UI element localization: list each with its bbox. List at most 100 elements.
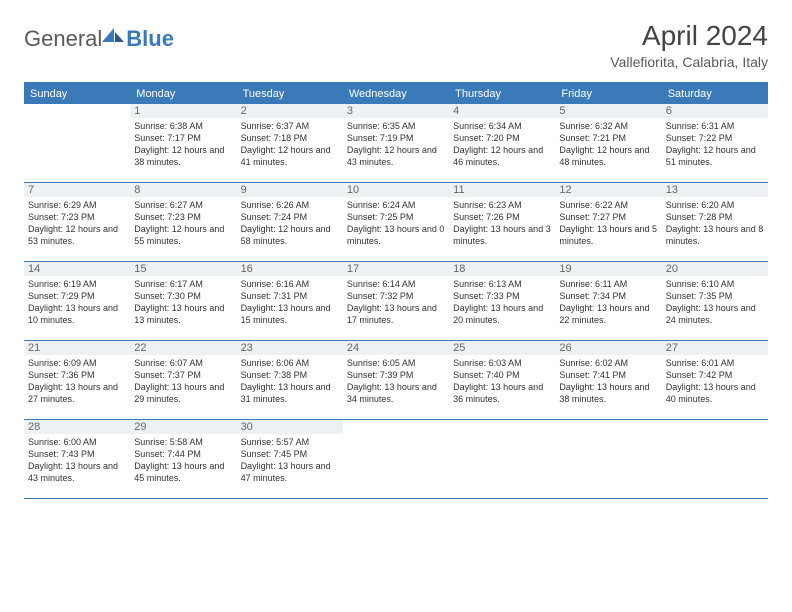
day-info: Sunrise: 6:13 AMSunset: 7:33 PMDaylight:… — [453, 278, 551, 327]
day-info: Sunrise: 6:02 AMSunset: 7:41 PMDaylight:… — [559, 357, 657, 406]
day-cell — [24, 104, 130, 182]
day-cell: 4 Sunrise: 6:34 AMSunset: 7:20 PMDaylight… — [449, 104, 555, 182]
day-cell: 21Sunrise: 6:09 AMSunset: 7:36 PMDayligh… — [24, 341, 130, 419]
logo-text-blue: Blue — [126, 26, 174, 52]
weeks-container: 1 Sunrise: 6:38 AMSunset: 7:17 PMDaylight… — [24, 104, 768, 499]
day-cell: 19 Sunrise: 6:11 AMSunset: 7:34 PMDayligh… — [555, 262, 661, 340]
day-number: 16 — [237, 262, 343, 276]
day-info: Sunrise: 6:35 AMSunset: 7:19 PMDaylight:… — [347, 120, 445, 169]
day-cell: 29 Sunrise: 5:58 AMSunset: 7:44 PMDayligh… — [130, 420, 236, 498]
day-header-sunday: Sunday — [24, 84, 130, 104]
day-cell: 28 Sunrise: 6:00 AMSunset: 7:43 PMDayligh… — [24, 420, 130, 498]
day-cell: 15 Sunrise: 6:17 AMSunset: 7:30 PMDayligh… — [130, 262, 236, 340]
day-cell — [662, 420, 768, 498]
day-info: Sunrise: 6:11 AMSunset: 7:34 PMDaylight:… — [559, 278, 657, 327]
day-number: 15 — [130, 262, 236, 276]
week-row: 7 Sunrise: 6:29 AMSunset: 7:23 PMDaylight… — [24, 183, 768, 262]
location: Vallefiorita, Calabria, Italy — [610, 54, 768, 70]
day-cell: 3 Sunrise: 6:35 AMSunset: 7:19 PMDaylight… — [343, 104, 449, 182]
day-number: 28 — [24, 420, 130, 434]
day-info: Sunrise: 6:14 AMSunset: 7:32 PMDaylight:… — [347, 278, 445, 327]
day-cell: 1 Sunrise: 6:38 AMSunset: 7:17 PMDaylight… — [130, 104, 236, 182]
day-number: 19 — [555, 262, 661, 276]
day-info: Sunrise: 6:31 AMSunset: 7:22 PMDaylight:… — [666, 120, 764, 169]
logo-text-general: General — [24, 26, 102, 52]
day-number: 11 — [449, 183, 555, 197]
title-block: April 2024 Vallefiorita, Calabria, Italy — [610, 20, 768, 70]
day-info: Sunrise: 6:32 AMSunset: 7:21 PMDaylight:… — [559, 120, 657, 169]
day-info: Sunrise: 5:58 AMSunset: 7:44 PMDaylight:… — [134, 436, 232, 485]
day-info: Sunrise: 6:01 AMSunset: 7:42 PMDaylight:… — [666, 357, 764, 406]
day-info: Sunrise: 6:34 AMSunset: 7:20 PMDaylight:… — [453, 120, 551, 169]
day-info: Sunrise: 6:05 AMSunset: 7:39 PMDaylight:… — [347, 357, 445, 406]
day-number: 25 — [449, 341, 555, 355]
day-number: 7 — [24, 183, 130, 197]
day-number: 18 — [449, 262, 555, 276]
day-number: 24 — [343, 341, 449, 355]
day-number: 23 — [237, 341, 343, 355]
day-info: Sunrise: 6:03 AMSunset: 7:40 PMDaylight:… — [453, 357, 551, 406]
day-number: 17 — [343, 262, 449, 276]
day-info: Sunrise: 6:17 AMSunset: 7:30 PMDaylight:… — [134, 278, 232, 327]
day-cell: 23 Sunrise: 6:06 AMSunset: 7:38 PMDayligh… — [237, 341, 343, 419]
day-header-saturday: Saturday — [662, 84, 768, 104]
day-info: Sunrise: 5:57 AMSunset: 7:45 PMDaylight:… — [241, 436, 339, 485]
day-info: Sunrise: 6:29 AMSunset: 7:23 PMDaylight:… — [28, 199, 126, 248]
day-header-wednesday: Wednesday — [343, 84, 449, 104]
day-cell: 7 Sunrise: 6:29 AMSunset: 7:23 PMDaylight… — [24, 183, 130, 261]
day-cell: 2 Sunrise: 6:37 AMSunset: 7:18 PMDaylight… — [237, 104, 343, 182]
day-cell: 14 Sunrise: 6:19 AMSunset: 7:29 PMDayligh… — [24, 262, 130, 340]
day-number: 22 — [130, 341, 236, 355]
day-number: 2 — [237, 104, 343, 118]
day-header-tuesday: Tuesday — [237, 84, 343, 104]
day-info: Sunrise: 6:19 AMSunset: 7:29 PMDaylight:… — [28, 278, 126, 327]
day-info: Sunrise: 6:23 AMSunset: 7:26 PMDaylight:… — [453, 199, 551, 248]
month-title: April 2024 — [610, 20, 768, 52]
day-number: 14 — [24, 262, 130, 276]
week-row: 21Sunrise: 6:09 AMSunset: 7:36 PMDayligh… — [24, 341, 768, 420]
day-info: Sunrise: 6:06 AMSunset: 7:38 PMDaylight:… — [241, 357, 339, 406]
day-number: 10 — [343, 183, 449, 197]
day-info: Sunrise: 6:24 AMSunset: 7:25 PMDaylight:… — [347, 199, 445, 248]
logo-sail-icon — [102, 28, 124, 44]
day-cell: 25 Sunrise: 6:03 AMSunset: 7:40 PMDayligh… — [449, 341, 555, 419]
day-cell: 11 Sunrise: 6:23 AMSunset: 7:26 PMDayligh… — [449, 183, 555, 261]
calendar: SundayMondayTuesdayWednesdayThursdayFrid… — [24, 82, 768, 499]
day-info: Sunrise: 6:10 AMSunset: 7:35 PMDaylight:… — [666, 278, 764, 327]
day-header-monday: Monday — [130, 84, 236, 104]
day-cell: 13Sunrise: 6:20 AMSunset: 7:28 PMDayligh… — [662, 183, 768, 261]
day-info: Sunrise: 6:37 AMSunset: 7:18 PMDaylight:… — [241, 120, 339, 169]
day-cell: 18 Sunrise: 6:13 AMSunset: 7:33 PMDayligh… — [449, 262, 555, 340]
week-row: 28 Sunrise: 6:00 AMSunset: 7:43 PMDayligh… — [24, 420, 768, 499]
day-number: 27 — [662, 341, 768, 355]
day-number: 8 — [130, 183, 236, 197]
day-header-thursday: Thursday — [449, 84, 555, 104]
day-number: 29 — [130, 420, 236, 434]
day-info: Sunrise: 6:09 AMSunset: 7:36 PMDaylight:… — [28, 357, 126, 406]
day-cell — [449, 420, 555, 498]
day-cell: 16Sunrise: 6:16 AMSunset: 7:31 PMDayligh… — [237, 262, 343, 340]
day-info: Sunrise: 6:22 AMSunset: 7:27 PMDaylight:… — [559, 199, 657, 248]
day-cell: 27 Sunrise: 6:01 AMSunset: 7:42 PMDayligh… — [662, 341, 768, 419]
day-cell — [555, 420, 661, 498]
day-number: 9 — [237, 183, 343, 197]
header: General Blue April 2024 Vallefiorita, Ca… — [24, 20, 768, 70]
week-row: 1 Sunrise: 6:38 AMSunset: 7:17 PMDaylight… — [24, 104, 768, 183]
day-info: Sunrise: 6:00 AMSunset: 7:43 PMDaylight:… — [28, 436, 126, 485]
day-cell: 22Sunrise: 6:07 AMSunset: 7:37 PMDayligh… — [130, 341, 236, 419]
day-number: 3 — [343, 104, 449, 118]
day-info: Sunrise: 6:20 AMSunset: 7:28 PMDaylight:… — [666, 199, 764, 248]
day-number: 1 — [130, 104, 236, 118]
day-info: Sunrise: 6:27 AMSunset: 7:23 PMDaylight:… — [134, 199, 232, 248]
day-cell: 9Sunrise: 6:26 AMSunset: 7:24 PMDaylight… — [237, 183, 343, 261]
day-number: 4 — [449, 104, 555, 118]
day-number: 20 — [662, 262, 768, 276]
day-cell: 20 Sunrise: 6:10 AMSunset: 7:35 PMDayligh… — [662, 262, 768, 340]
day-header-friday: Friday — [555, 84, 661, 104]
day-cell — [343, 420, 449, 498]
week-row: 14 Sunrise: 6:19 AMSunset: 7:29 PMDayligh… — [24, 262, 768, 341]
day-number: 26 — [555, 341, 661, 355]
day-info: Sunrise: 6:38 AMSunset: 7:17 PMDaylight:… — [134, 120, 232, 169]
day-cell: 12Sunrise: 6:22 AMSunset: 7:27 PMDayligh… — [555, 183, 661, 261]
day-headers: SundayMondayTuesdayWednesdayThursdayFrid… — [24, 84, 768, 104]
